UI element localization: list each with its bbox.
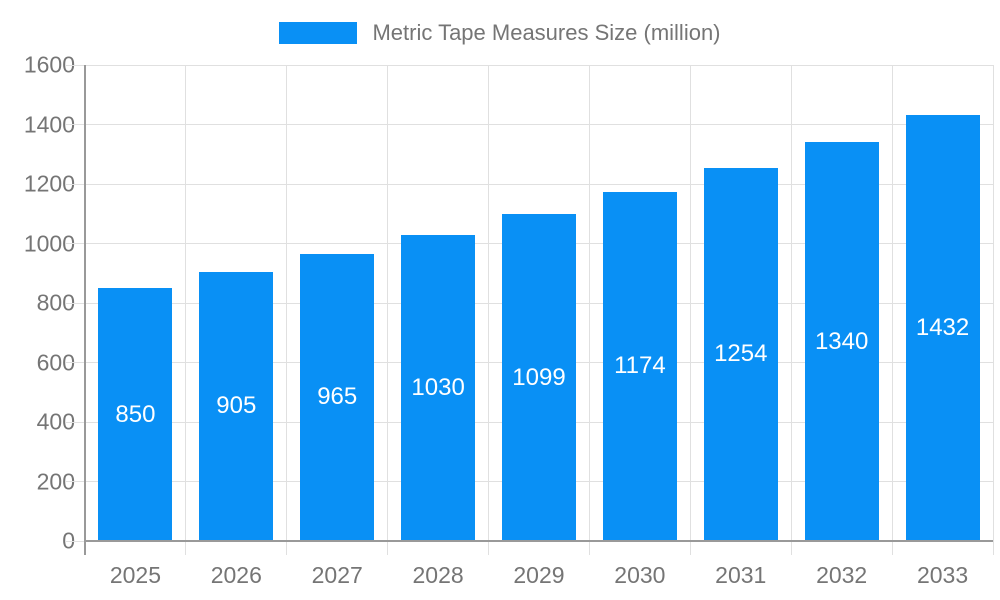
bar-value-label: 905 bbox=[216, 392, 257, 420]
y-axis-labels: 0 200 400 600 800 1000 1200 1400 1600 bbox=[0, 52, 75, 554]
legend-label: Metric Tape Measures Size (million) bbox=[372, 20, 721, 45]
bar-value-label: 965 bbox=[317, 383, 358, 411]
v-gridline bbox=[891, 65, 893, 555]
bar-2029[interactable]: 1099 bbox=[502, 214, 576, 541]
y-axis-tick bbox=[65, 421, 85, 423]
x-tick-label: 2030 bbox=[614, 562, 666, 588]
x-tick-label: 2031 bbox=[715, 562, 767, 588]
bar-value-label: 1099 bbox=[512, 363, 566, 391]
v-gridline bbox=[992, 65, 994, 555]
v-gridline bbox=[387, 65, 389, 555]
x-tick-label: 2025 bbox=[109, 562, 162, 588]
legend-swatch-icon bbox=[279, 22, 358, 44]
y-axis-tick bbox=[65, 540, 85, 542]
y-axis-line bbox=[84, 65, 86, 555]
bar-value-label: 1254 bbox=[714, 340, 768, 368]
v-gridline bbox=[588, 65, 590, 555]
v-gridline bbox=[689, 65, 691, 555]
bar-value-label: 1340 bbox=[814, 327, 869, 355]
bar-value-label: 1432 bbox=[915, 313, 970, 341]
bar-2028[interactable]: 1030 bbox=[401, 234, 476, 541]
bar-value-label: 850 bbox=[115, 400, 156, 428]
bar-2030[interactable]: 1174 bbox=[602, 191, 677, 541]
bar-2027[interactable]: 965 bbox=[300, 253, 375, 541]
y-axis-tick bbox=[65, 183, 85, 185]
bar-2033[interactable]: 1432 bbox=[905, 114, 980, 541]
v-gridline bbox=[488, 65, 490, 555]
x-tick-label: 2029 bbox=[513, 562, 565, 588]
bar-2026[interactable]: 905 bbox=[199, 271, 274, 541]
x-axis-labels: 2025 2026 2027 2028 2029 2030 2031 2032 2033 bbox=[85, 558, 993, 592]
bar-2032[interactable]: 1340 bbox=[804, 142, 879, 541]
x-tick-label: 2032 bbox=[816, 562, 868, 588]
x-tick-label: 2027 bbox=[311, 562, 363, 588]
y-axis-tick bbox=[65, 243, 85, 244]
plot-area: 850 905 965 1030 1099 1174 1254 1340 1432 bbox=[65, 64, 994, 555]
bar-2025[interactable]: 850 bbox=[98, 288, 173, 541]
y-axis-tick bbox=[65, 481, 85, 482]
x-axis-line bbox=[85, 540, 993, 542]
h-gridline bbox=[85, 183, 993, 185]
y-axis-tick bbox=[65, 64, 85, 66]
h-gridline bbox=[85, 64, 993, 66]
legend[interactable]: Metric Tape Measures Size (million) bbox=[0, 20, 1000, 46]
v-gridline bbox=[185, 65, 187, 555]
y-axis-tick bbox=[65, 362, 85, 363]
bar-value-label: 1174 bbox=[614, 352, 666, 380]
y-axis-tick bbox=[65, 302, 85, 304]
x-tick-label: 2033 bbox=[916, 562, 969, 588]
v-gridline bbox=[790, 65, 792, 555]
y-axis-tick bbox=[65, 124, 85, 125]
x-tick-label: 2026 bbox=[210, 562, 262, 588]
bar-value-label: 1030 bbox=[411, 373, 465, 401]
x-tick-label: 2028 bbox=[412, 562, 464, 588]
h-gridline bbox=[85, 124, 993, 125]
bar-2031[interactable]: 1254 bbox=[703, 167, 778, 541]
v-gridline bbox=[286, 65, 288, 555]
